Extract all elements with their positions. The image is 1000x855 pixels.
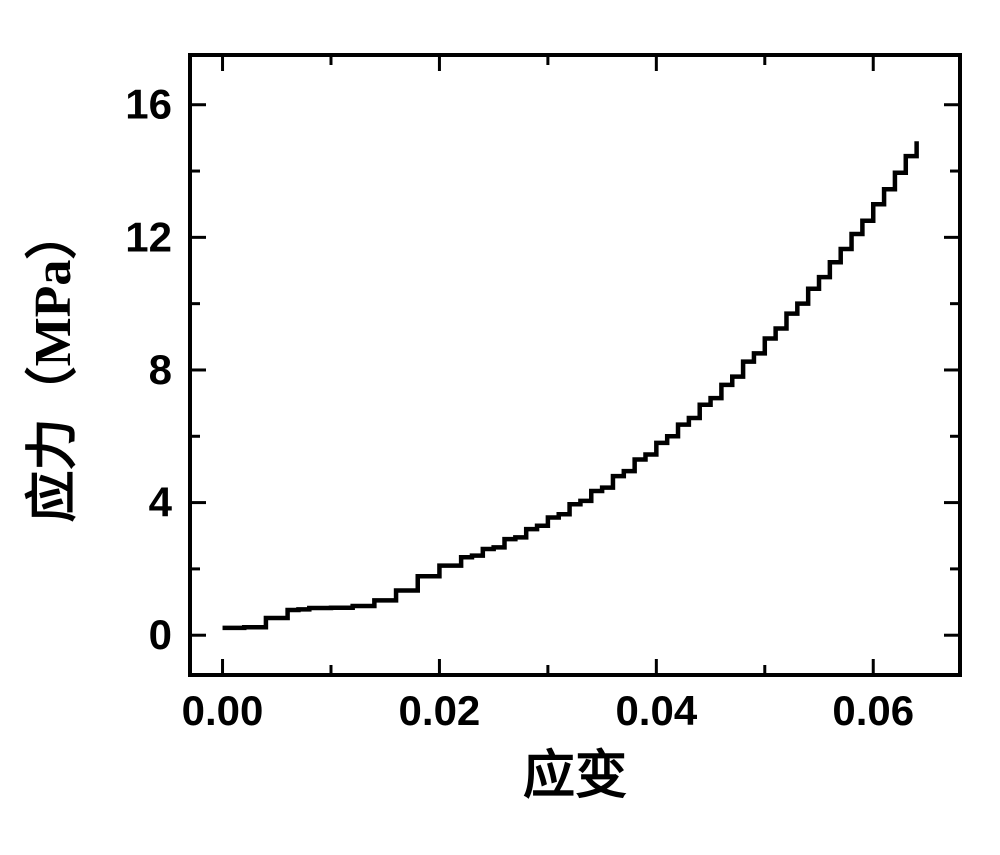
chart-container: 0.00 0.02 0.04 0.06 0 4 8 12 16 应变 应力（MPa）: [0, 0, 1000, 855]
y-axis-title: 应力（MPa）: [24, 208, 82, 523]
x-axis-title: 应变: [523, 747, 627, 805]
x-tick-label: 0.00: [182, 687, 264, 734]
x-tick-label: 0.06: [832, 687, 914, 734]
stress-strain-chart: 0.00 0.02 0.04 0.06 0 4 8 12 16 应变 应力（MPa）: [0, 0, 1000, 855]
x-tick-label: 0.02: [399, 687, 481, 734]
x-tick-label: 0.04: [615, 687, 697, 734]
y-tick-label: 8: [149, 346, 172, 393]
y-tick-label: 16: [125, 81, 172, 128]
y-tick-label: 4: [149, 479, 173, 526]
y-tick-label: 0: [149, 611, 172, 658]
y-tick-label: 12: [125, 213, 172, 260]
